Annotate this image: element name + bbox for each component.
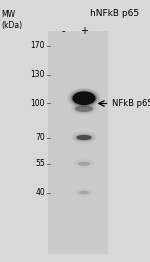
Text: 130: 130	[30, 70, 45, 79]
Ellipse shape	[78, 162, 90, 166]
Bar	[48, 31, 108, 254]
Ellipse shape	[75, 134, 93, 141]
Text: 55: 55	[35, 159, 45, 168]
Ellipse shape	[67, 88, 101, 109]
Ellipse shape	[68, 89, 100, 108]
Ellipse shape	[71, 91, 97, 106]
Text: +: +	[80, 26, 88, 36]
Ellipse shape	[79, 191, 89, 194]
Text: NFkB p65: NFkB p65	[112, 99, 150, 108]
Text: -: -	[61, 26, 65, 36]
Text: 100: 100	[30, 99, 45, 108]
Text: MW
(kDa): MW (kDa)	[2, 10, 23, 30]
Text: 40: 40	[35, 188, 45, 197]
Ellipse shape	[70, 90, 98, 107]
Ellipse shape	[76, 135, 92, 140]
Text: hNFkB p65: hNFkB p65	[90, 9, 139, 18]
Text: 170: 170	[30, 41, 45, 50]
Ellipse shape	[72, 91, 96, 105]
Ellipse shape	[74, 105, 94, 113]
Ellipse shape	[74, 133, 94, 142]
Ellipse shape	[77, 161, 91, 167]
Text: 70: 70	[35, 133, 45, 142]
Ellipse shape	[75, 105, 93, 112]
